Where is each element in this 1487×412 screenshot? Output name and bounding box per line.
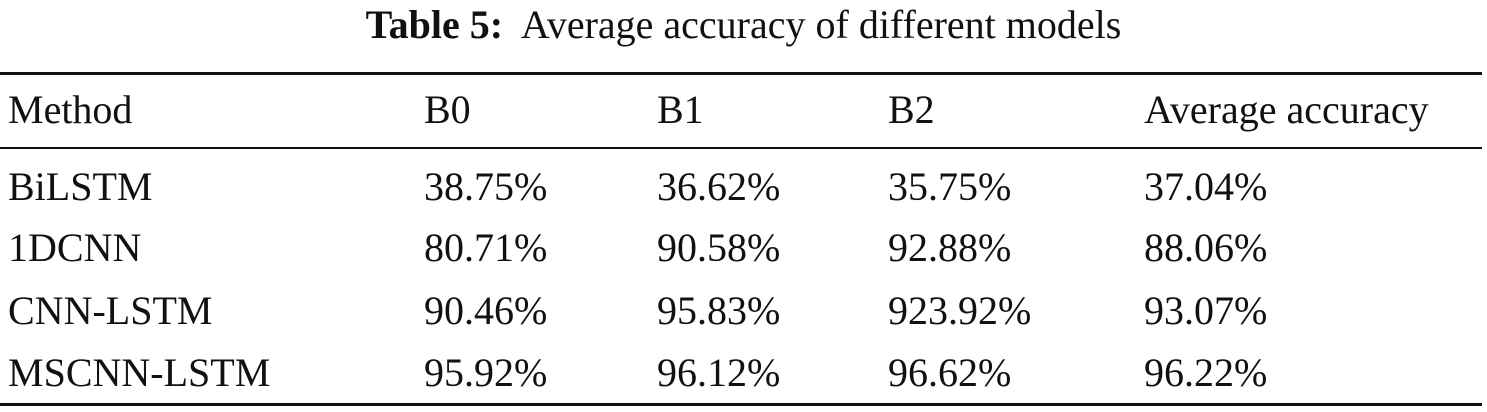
header-b0: B0 bbox=[424, 87, 471, 132]
table-row: BiLSTM 38.75% 36.62% 35.75% 37.04% bbox=[0, 157, 1487, 217]
caption-label: Table 5: bbox=[365, 2, 504, 47]
b0-cell: 90.46% bbox=[424, 288, 548, 333]
table-row: CNN-LSTM 90.46% 95.83% 923.92% 93.07% bbox=[0, 281, 1487, 341]
average-accuracy-cell: 88.06% bbox=[1144, 225, 1268, 270]
bottom-rule bbox=[0, 403, 1482, 406]
header-rule bbox=[0, 147, 1482, 149]
b2-cell: 923.92% bbox=[888, 288, 1032, 333]
b2-cell: 35.75% bbox=[888, 164, 1012, 209]
average-accuracy-cell: 96.22% bbox=[1144, 350, 1268, 395]
top-rule bbox=[0, 72, 1482, 75]
caption-text: Average accuracy of different models bbox=[520, 2, 1122, 47]
table-row: MSCNN-LSTM 95.92% 96.12% 96.62% 96.22% bbox=[0, 343, 1487, 403]
method-cell: BiLSTM bbox=[8, 164, 153, 209]
header-b2: B2 bbox=[888, 87, 935, 132]
b1-cell: 95.83% bbox=[657, 288, 781, 333]
b0-cell: 95.92% bbox=[424, 350, 548, 395]
b0-cell: 80.71% bbox=[424, 225, 548, 270]
table-header-row: Method B0 B1 B2 Average accuracy bbox=[0, 80, 1487, 140]
header-method: Method bbox=[8, 87, 133, 132]
average-accuracy-cell: 37.04% bbox=[1144, 164, 1268, 209]
table-row: 1DCNN 80.71% 90.58% 92.88% 88.06% bbox=[0, 218, 1487, 278]
b0-cell: 38.75% bbox=[424, 164, 548, 209]
method-cell: CNN-LSTM bbox=[8, 288, 213, 333]
method-cell: 1DCNN bbox=[8, 225, 142, 270]
b1-cell: 90.58% bbox=[657, 225, 781, 270]
b2-cell: 92.88% bbox=[888, 225, 1012, 270]
header-b1: B1 bbox=[657, 87, 704, 132]
b1-cell: 36.62% bbox=[657, 164, 781, 209]
table-caption: Table 5: Average accuracy of different m… bbox=[0, 0, 1487, 56]
header-average-accuracy: Average accuracy bbox=[1144, 87, 1429, 132]
b1-cell: 96.12% bbox=[657, 350, 781, 395]
b2-cell: 96.62% bbox=[888, 350, 1012, 395]
method-cell: MSCNN-LSTM bbox=[8, 350, 271, 395]
average-accuracy-cell: 93.07% bbox=[1144, 288, 1268, 333]
